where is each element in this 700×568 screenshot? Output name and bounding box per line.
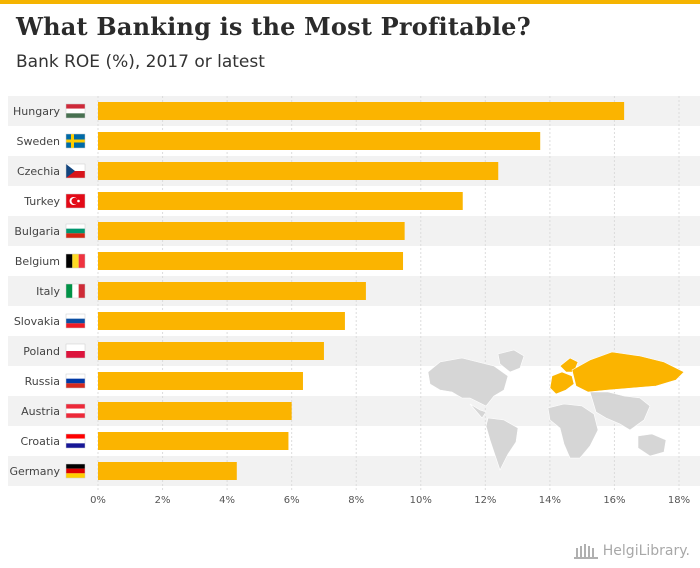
bar-czechia bbox=[98, 162, 499, 180]
flag-sweden-icon bbox=[65, 133, 86, 149]
bar-belgium bbox=[98, 252, 404, 270]
logo-text: HelgiLibrary. bbox=[602, 543, 690, 559]
x-tick-label: 4% bbox=[219, 495, 235, 506]
flag-belgium-icon bbox=[65, 253, 86, 269]
x-tick-label: 10% bbox=[410, 495, 432, 506]
flag-russia-icon bbox=[65, 373, 86, 389]
bar-hungary bbox=[98, 102, 625, 120]
category-label: Sweden bbox=[17, 135, 60, 148]
flag-slovakia-icon bbox=[65, 313, 86, 329]
bar-sweden bbox=[98, 132, 541, 150]
australia-shape bbox=[637, 433, 667, 457]
scandinavia-highlight-shape bbox=[559, 357, 579, 373]
flag-italy-icon bbox=[65, 283, 86, 299]
category-label: Czechia bbox=[17, 165, 60, 178]
africa-shape bbox=[547, 403, 599, 459]
helgi-library-logo[interactable]: HelgiLibrary. bbox=[573, 542, 690, 560]
bar-turkey bbox=[98, 192, 463, 210]
bar-poland bbox=[98, 342, 324, 360]
category-label: Poland bbox=[23, 345, 60, 358]
x-tick-label: 18% bbox=[668, 495, 690, 506]
europe-highlight-shape bbox=[549, 371, 575, 395]
flag-bulgaria-icon bbox=[65, 223, 86, 239]
flag-czechia-icon bbox=[65, 163, 86, 179]
x-tick-label: 0% bbox=[90, 495, 106, 506]
south-america-shape bbox=[485, 417, 519, 471]
bar-slovakia bbox=[98, 312, 345, 330]
flag-icons bbox=[65, 103, 86, 479]
category-label: Slovakia bbox=[14, 315, 60, 328]
category-labels: Hungary Sweden Czechia Turkey Bulgaria Belgiu… bbox=[9, 105, 60, 478]
top-accent-bar bbox=[0, 0, 700, 4]
north-america-shape bbox=[427, 357, 509, 407]
russia-highlight-shape bbox=[571, 351, 685, 393]
x-tick-label: 16% bbox=[603, 495, 625, 506]
bar-austria bbox=[98, 402, 292, 420]
x-tick-label: 8% bbox=[348, 495, 364, 506]
category-label: Hungary bbox=[13, 105, 60, 118]
world-map bbox=[427, 349, 685, 471]
flag-hungary-icon bbox=[65, 103, 86, 119]
asia-shape bbox=[589, 391, 651, 431]
category-label: Belgium bbox=[15, 255, 60, 268]
x-tick-label: 2% bbox=[155, 495, 171, 506]
chart-title: What Banking is the Most Profitable? bbox=[16, 12, 531, 41]
library-columns-icon bbox=[573, 544, 598, 559]
flag-germany-icon bbox=[65, 463, 86, 479]
x-tick-label: 14% bbox=[539, 495, 561, 506]
bar-russia bbox=[98, 372, 303, 390]
chart-subtitle: Bank ROE (%), 2017 or latest bbox=[16, 52, 265, 72]
category-label: Turkey bbox=[23, 195, 60, 208]
x-axis-tick-labels: 0% 2% 4% 6% 8% 10% 12% 14% 16% 18% bbox=[90, 495, 690, 506]
flag-croatia-icon bbox=[65, 433, 86, 449]
x-tick-label: 6% bbox=[284, 495, 300, 506]
category-label: Germany bbox=[9, 465, 60, 478]
flag-austria-icon bbox=[65, 403, 86, 419]
flag-poland-icon bbox=[65, 343, 86, 359]
x-tick-label: 12% bbox=[474, 495, 496, 506]
category-label: Russia bbox=[25, 375, 60, 388]
bars bbox=[98, 102, 625, 480]
category-label: Italy bbox=[36, 285, 60, 298]
central-america-shape bbox=[469, 403, 487, 419]
category-label: Croatia bbox=[20, 435, 60, 448]
bar-croatia bbox=[98, 432, 289, 450]
bar-italy bbox=[98, 282, 366, 300]
category-label: Bulgaria bbox=[14, 225, 60, 238]
greenland-shape bbox=[497, 349, 525, 373]
flag-turkey-icon bbox=[65, 193, 86, 209]
bar-germany bbox=[98, 462, 237, 480]
bar-bulgaria bbox=[98, 222, 405, 240]
category-label: Austria bbox=[21, 405, 60, 418]
